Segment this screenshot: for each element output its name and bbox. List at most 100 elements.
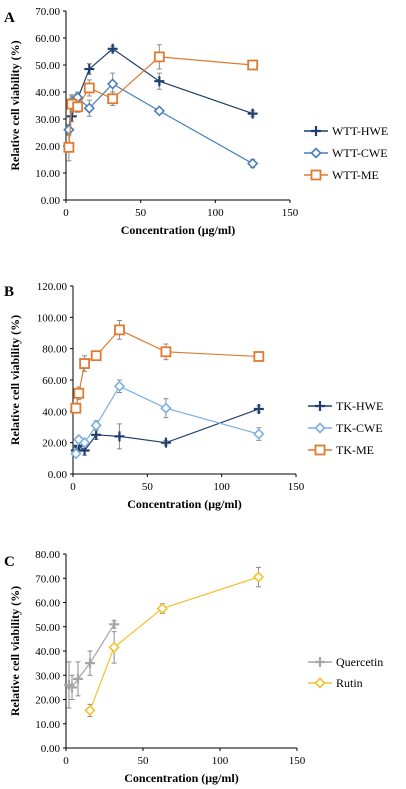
- data-point: [79, 358, 90, 369]
- y-tick-label: 120.00: [37, 281, 68, 293]
- data-point: [67, 682, 78, 693]
- data-point: [70, 402, 82, 414]
- data-point: [113, 380, 126, 392]
- data-point: [83, 102, 95, 114]
- data-point: [84, 704, 96, 717]
- data-point: [252, 571, 265, 583]
- series-wtt-me: [63, 44, 259, 162]
- panel-letter: A: [4, 10, 15, 26]
- x-axis-title: Concentration (μg/ml): [124, 771, 238, 785]
- data-point: [84, 64, 95, 75]
- y-tick-label: 80.00: [42, 344, 67, 356]
- legend-label: Rutin: [336, 676, 363, 690]
- data-point: [108, 641, 120, 653]
- series-tk-cwe: [70, 379, 265, 460]
- data-point: [153, 51, 165, 63]
- data-point: [247, 108, 258, 119]
- legend-entry: TK-ME: [308, 443, 374, 457]
- y-tick-label: 0.00: [48, 469, 68, 481]
- y-tick-label: 40.00: [42, 406, 67, 418]
- y-tick-label: 50.00: [35, 622, 60, 634]
- data-point: [114, 431, 125, 442]
- y-tick-label: 100.00: [37, 312, 68, 324]
- data-point: [156, 602, 168, 615]
- data-point: [83, 82, 95, 94]
- y-tick-label: 20.00: [42, 438, 67, 450]
- y-tick-label: 30.00: [35, 670, 60, 682]
- legend-label: WTT-CWE: [332, 146, 388, 160]
- legend-entry: Rutin: [308, 676, 363, 690]
- legend-label: TK-HWE: [336, 399, 383, 413]
- x-tick-label: 0: [63, 207, 69, 219]
- chart-panel-b: B 0.00 20.00 40.00 60.00 80.00 100.00 120.00 0 50…: [4, 281, 383, 511]
- x-axis-title: Concentration (μg/ml): [121, 223, 235, 237]
- legend-marker: [314, 444, 326, 456]
- data-point: [63, 141, 75, 153]
- y-tick-label: 80.00: [35, 549, 60, 561]
- legend-marker: [315, 657, 325, 667]
- y-tick-label: 70.00: [35, 573, 60, 585]
- series-quercetin: [64, 619, 120, 709]
- data-point: [85, 658, 96, 669]
- x-axis-title: Concentration (μg/ml): [127, 497, 241, 511]
- x-tick-label: 150: [288, 481, 305, 493]
- y-axis-title: Relative cell viability (%): [8, 315, 22, 445]
- y-axis-title: Relative cell viability (%): [8, 586, 22, 716]
- data-point: [154, 76, 165, 87]
- series-line: [68, 83, 253, 165]
- legend-entry: WTT-ME: [304, 168, 379, 182]
- legend-label: TK-ME: [336, 443, 374, 457]
- data-point: [253, 403, 264, 414]
- data-point: [107, 43, 118, 54]
- x-tick-label: 100: [207, 207, 224, 219]
- x-tick-label: 50: [142, 481, 154, 493]
- y-tick-label: 30.00: [35, 114, 60, 126]
- legend-marker: [310, 169, 322, 181]
- x-tick-label: 0: [70, 481, 76, 493]
- data-point: [160, 402, 172, 414]
- data-point: [90, 350, 102, 362]
- data-point: [160, 437, 171, 448]
- legend-entry: Quercetin: [308, 655, 383, 669]
- y-tick-label: 60.00: [35, 598, 60, 610]
- y-tick-label: 60.00: [35, 33, 60, 45]
- legend-marker: [310, 147, 322, 159]
- series-line: [75, 329, 259, 409]
- data-point: [107, 78, 119, 90]
- legend-label: Quercetin: [336, 655, 383, 669]
- x-tick-label: 100: [212, 755, 229, 767]
- chart-panel-c: C 0.00 10.00 20.00 30.00 40.00 50.00 60.00 70.00…: [4, 549, 383, 785]
- data-point: [107, 93, 119, 105]
- series-line: [89, 576, 259, 711]
- data-point: [109, 619, 120, 630]
- y-tick-label: 60.00: [42, 375, 67, 387]
- data-point: [70, 448, 82, 460]
- y-axis-title: Relative cell viability (%): [8, 40, 22, 170]
- legend-marker: [314, 677, 326, 689]
- y-tick-label: 20.00: [35, 141, 60, 153]
- legend-label: WTT-HWE: [332, 124, 388, 138]
- y-tick-label: 50.00: [35, 60, 60, 72]
- data-point: [72, 101, 84, 113]
- data-point: [253, 351, 265, 362]
- series-tk-me: [70, 319, 265, 414]
- data-point: [247, 59, 259, 71]
- chart-panel-a: A 0.00 10.00 20.00 30.00 40.00 50.00 60.00 70.00…: [4, 6, 388, 237]
- y-tick-label: 10.00: [35, 719, 60, 731]
- legend-entry: TK-HWE: [308, 399, 383, 413]
- legend-marker: [315, 401, 325, 411]
- y-tick-label: 0.00: [41, 743, 61, 755]
- data-point: [153, 105, 165, 117]
- y-tick-label: 20.00: [35, 695, 60, 707]
- legend-label: WTT-ME: [332, 168, 379, 182]
- x-tick-label: 100: [213, 481, 230, 493]
- y-tick-label: 40.00: [35, 87, 60, 99]
- series-line: [75, 408, 260, 452]
- data-point: [73, 673, 84, 684]
- data-point: [114, 324, 125, 336]
- series-rutin: [84, 566, 265, 717]
- legend-entry: WTT-HWE: [304, 124, 388, 138]
- x-tick-label: 150: [289, 755, 306, 767]
- legend-label: TK-CWE: [336, 421, 383, 435]
